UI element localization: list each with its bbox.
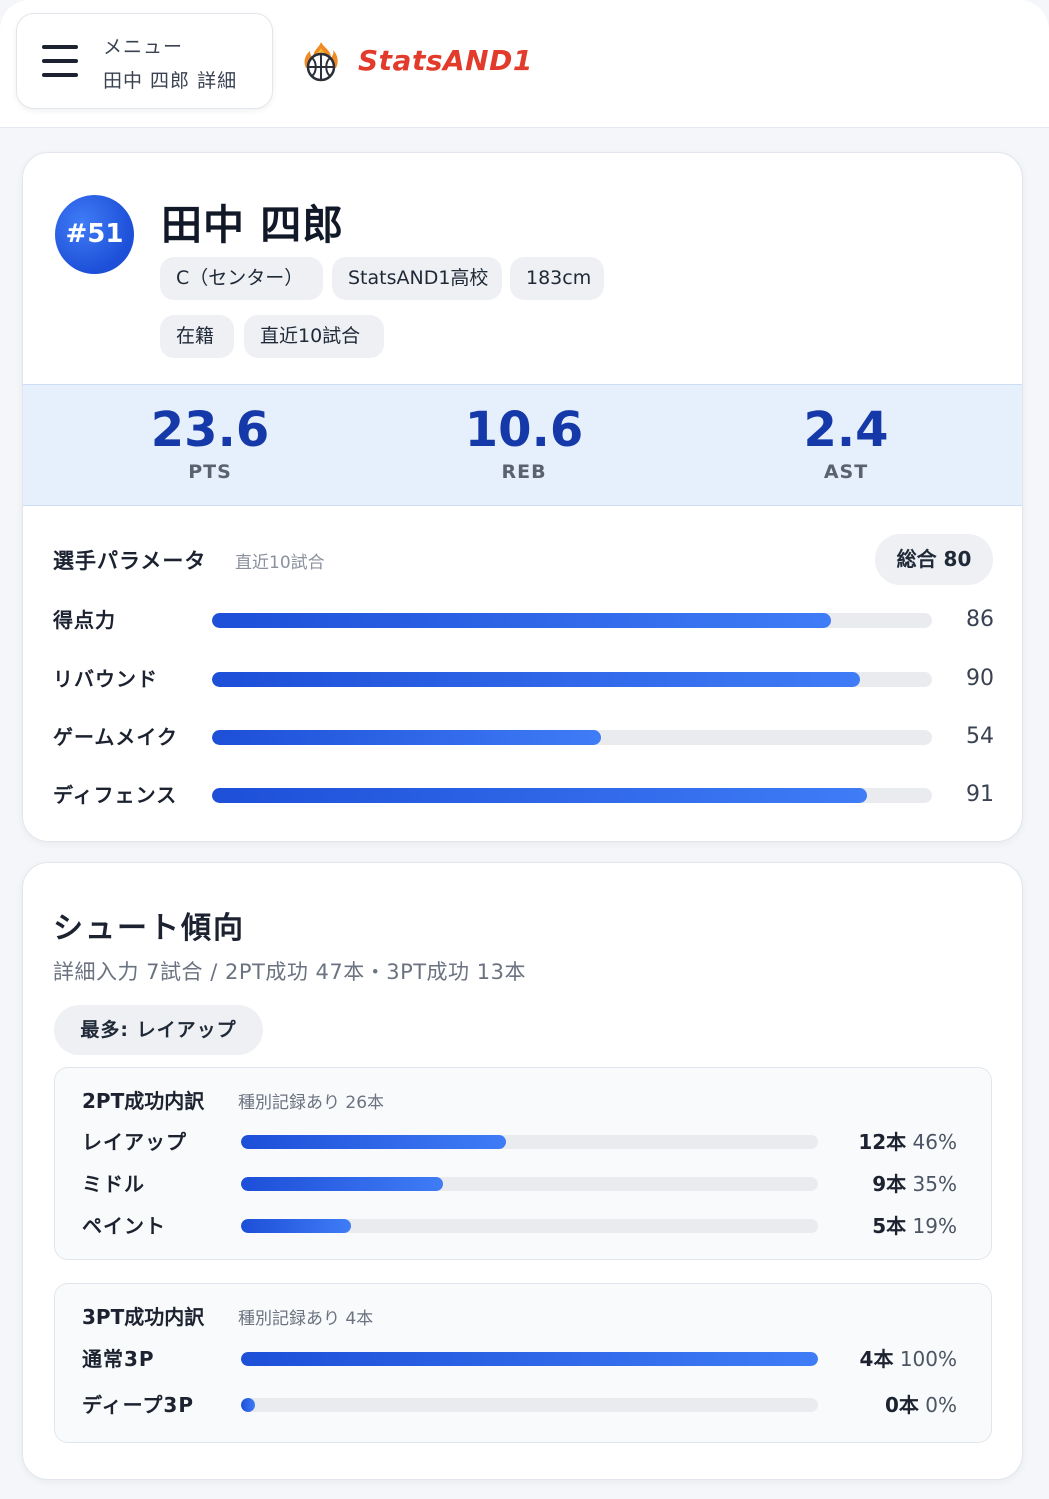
shot-row-deep-3p: ディープ3P 0本 0% xyxy=(55,1390,993,1420)
stat-value: 23.6 xyxy=(150,402,270,458)
shot-label: ディープ3P xyxy=(82,1393,194,1417)
stat-ast: 2.4 AST xyxy=(726,399,966,483)
stat-pts: 23.6 PTS xyxy=(90,399,330,483)
menu-button[interactable]: メニュー 田中 四郎 詳細 xyxy=(16,13,273,109)
param-label: リバウンド xyxy=(53,667,158,691)
height-tag: 183cm xyxy=(510,257,604,300)
menu-page-title: 田中 四郎 詳細 xyxy=(103,70,238,92)
shot-row-layup: レイアップ 12本 46% xyxy=(55,1127,993,1157)
param-bar-track xyxy=(212,788,932,803)
overall-rating-badge: 総合 80 xyxy=(875,534,993,585)
shot-value: 12本 46% xyxy=(858,1127,957,1157)
shot-row-middle: ミドル 9本 35% xyxy=(55,1169,993,1199)
breakdown-subtitle: 種別記録あり 26本 xyxy=(238,1093,385,1113)
shooting-title: シュート傾向 xyxy=(53,911,245,946)
shot-bar-track xyxy=(241,1135,818,1149)
shot-percent: 100% xyxy=(899,1347,957,1371)
breakdown-subtitle: 種別記録あり 4本 xyxy=(238,1309,374,1329)
param-label: 得点力 xyxy=(53,608,116,632)
stat-value: 2.4 xyxy=(803,402,889,458)
period-tag: 直近10試合 xyxy=(244,315,384,358)
shot-bar-fill xyxy=(241,1177,443,1191)
shot-row-paint: ペイント 5本 19% xyxy=(55,1211,993,1241)
param-bar-track xyxy=(212,672,932,687)
shooting-subtitle: 詳細入力 7試合 / 2PT成功 47本・3PT成功 13本 xyxy=(53,960,526,984)
params-title: 選手パラメータ xyxy=(53,549,207,573)
shot-value: 5本 19% xyxy=(872,1211,957,1241)
shot-bar-fill xyxy=(241,1219,351,1233)
stat-reb: 10.6 REB xyxy=(404,399,644,483)
shot-bar-track xyxy=(241,1352,818,1366)
shot-label: ペイント xyxy=(82,1214,166,1238)
param-bar-track xyxy=(212,730,932,745)
shot-bar-fill xyxy=(241,1352,818,1366)
brand-logo-text[interactable]: StatsAND1 xyxy=(358,44,533,77)
param-label: ゲームメイク xyxy=(53,725,178,749)
shot-label: 通常3P xyxy=(82,1347,155,1371)
param-row-gamemake: ゲームメイク 54 xyxy=(23,722,1022,752)
shot-count: 0本 xyxy=(884,1393,919,1417)
shot-count: 12本 xyxy=(858,1130,907,1154)
param-label: ディフェンス xyxy=(53,783,178,807)
two-pt-breakdown: 2PT成功内訳 種別記録あり 26本 レイアップ 12本 46% ミドル 9本 … xyxy=(54,1067,992,1260)
breakdown-title: 2PT成功内訳 xyxy=(82,1089,205,1113)
shot-bar-track xyxy=(241,1177,818,1191)
param-bar-fill xyxy=(212,672,860,687)
shot-percent: 46% xyxy=(912,1130,957,1154)
param-row-scoring: 得点力 86 xyxy=(23,605,1022,635)
stat-label: REB xyxy=(501,461,547,483)
most-shot-badge: 最多: レイアップ xyxy=(54,1005,263,1055)
stat-value: 10.6 xyxy=(464,402,584,458)
shot-count: 5本 xyxy=(872,1214,907,1238)
param-value: 54 xyxy=(966,724,994,749)
param-bar-track xyxy=(212,613,932,628)
param-row-defense: ディフェンス 91 xyxy=(23,780,1022,810)
player-card: #51 田中 四郎 C（センター） StatsAND1高校 183cm 在籍 直… xyxy=(22,152,1023,842)
param-bar-fill xyxy=(212,788,868,803)
top-bar: メニュー 田中 四郎 詳細 StatsAND1 xyxy=(0,0,1049,128)
breakdown-title: 3PT成功内訳 xyxy=(82,1305,205,1329)
shot-value: 0本 0% xyxy=(885,1390,957,1420)
player-name: 田中 四郎 xyxy=(161,201,345,249)
stats-summary: 23.6 PTS 10.6 REB 2.4 AST xyxy=(23,384,1022,506)
jersey-number-badge: #51 xyxy=(55,195,134,274)
shot-count: 9本 xyxy=(872,1172,907,1196)
menu-label: メニュー xyxy=(103,36,184,58)
param-bar-fill xyxy=(212,730,601,745)
shot-value: 4本 100% xyxy=(860,1344,957,1374)
param-value: 90 xyxy=(966,666,994,691)
param-row-rebound: リバウンド 90 xyxy=(23,664,1022,694)
shot-bar-track xyxy=(241,1219,818,1233)
shot-bar-track xyxy=(241,1398,818,1412)
shot-bar-fill xyxy=(241,1135,507,1149)
status-tag: 在籍 xyxy=(160,315,234,358)
param-bar-fill xyxy=(212,613,832,628)
shot-label: ミドル xyxy=(82,1172,145,1196)
shot-percent: 0% xyxy=(925,1393,957,1417)
shot-count: 4本 xyxy=(859,1347,894,1371)
hamburger-icon xyxy=(42,45,78,77)
basketball-fire-icon xyxy=(304,42,338,82)
shooting-card: シュート傾向 詳細入力 7試合 / 2PT成功 47本・3PT成功 13本 最多… xyxy=(22,862,1023,1480)
shot-bar-fill xyxy=(241,1398,255,1412)
shot-percent: 35% xyxy=(912,1172,957,1196)
school-tag: StatsAND1高校 xyxy=(332,257,502,300)
position-tag: C（センター） xyxy=(160,257,323,300)
param-value: 91 xyxy=(966,782,994,807)
param-value: 86 xyxy=(966,607,994,632)
params-subtitle: 直近10試合 xyxy=(235,553,325,573)
stat-label: PTS xyxy=(188,461,232,483)
shot-value: 9本 35% xyxy=(872,1169,957,1199)
stat-label: AST xyxy=(823,461,869,483)
shot-percent: 19% xyxy=(912,1214,957,1238)
shot-row-normal-3p: 通常3P 4本 100% xyxy=(55,1344,993,1374)
shot-label: レイアップ xyxy=(82,1130,187,1154)
three-pt-breakdown: 3PT成功内訳 種別記録あり 4本 通常3P 4本 100% ディープ3P 0本… xyxy=(54,1283,992,1443)
